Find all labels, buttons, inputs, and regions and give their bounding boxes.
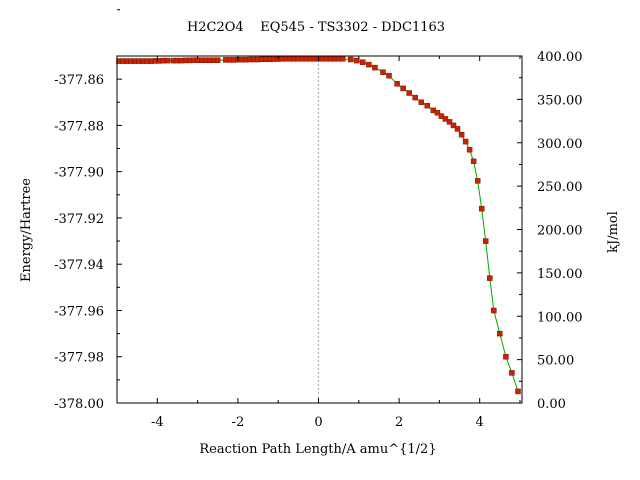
data-point xyxy=(450,122,457,129)
y2-tick-label: 400.00 xyxy=(537,50,583,65)
y-tick-label: -377.86 xyxy=(54,73,104,88)
y2-tick-label: 50.00 xyxy=(537,354,574,369)
y2-tick-label: 250.00 xyxy=(537,180,583,195)
data-point xyxy=(515,388,521,395)
data-point xyxy=(372,64,378,71)
x-tick-label: -2 xyxy=(232,415,245,430)
y-tick-label: -378.00 xyxy=(54,397,104,412)
data-point xyxy=(487,275,493,281)
data-point xyxy=(482,238,489,244)
data-point xyxy=(400,85,406,92)
y2-tick-label: 300.00 xyxy=(537,137,583,152)
data-point xyxy=(380,69,386,75)
data-point xyxy=(454,126,461,132)
data-point xyxy=(347,56,354,63)
chart-title: H2C2O4 EQ545 - TS3302 - DDC1163 xyxy=(187,20,445,35)
data-point xyxy=(360,59,366,65)
x-tick-label: 0 xyxy=(314,415,322,430)
data-point xyxy=(466,146,473,153)
data-point xyxy=(214,57,221,63)
data-point xyxy=(424,102,431,109)
y-axis-label: Energy/Hartree xyxy=(19,178,34,282)
data-point xyxy=(474,178,481,184)
data-point xyxy=(478,205,485,212)
data-point xyxy=(412,94,418,101)
data-point xyxy=(462,138,469,145)
y-axis-left: -377.86 -377.88 -377.90 -377.92 -377.94 -377.… xyxy=(54,9,122,412)
data-point xyxy=(386,72,392,79)
x-axis-label: Reaction Path Length/A amu^{1/2} xyxy=(199,442,436,457)
data-point xyxy=(434,109,441,116)
data-point xyxy=(458,131,465,138)
data-point xyxy=(438,113,445,119)
y2-axis-label: kJ/mol xyxy=(606,211,621,253)
data-point xyxy=(354,57,360,64)
data-point xyxy=(164,57,171,64)
data-point xyxy=(446,119,453,125)
y2-tick-label: 200.00 xyxy=(537,224,583,239)
plot-area xyxy=(116,56,521,403)
y2-tick-label: 100.00 xyxy=(537,310,583,325)
data-point xyxy=(406,90,412,96)
data-point xyxy=(491,307,497,314)
data-point xyxy=(503,353,509,360)
x-axis: -4 -2 0 2 4 xyxy=(116,56,521,430)
y-tick-label: -377.96 xyxy=(54,304,104,319)
data-point xyxy=(442,116,449,122)
y2-tick-label: 150.00 xyxy=(537,267,583,282)
y-tick-label: -377.88 xyxy=(54,119,104,134)
y-tick-label: -377.94 xyxy=(54,258,104,273)
x-tick-label: 4 xyxy=(476,415,484,430)
plot-frame xyxy=(116,55,523,404)
y-tick-label: -377.90 xyxy=(54,166,104,181)
data-point xyxy=(366,61,372,68)
data-point xyxy=(418,99,425,106)
data-point xyxy=(509,370,515,376)
data-point xyxy=(497,330,503,337)
y-tick-label: -377.92 xyxy=(54,212,104,227)
x-tick-label: -4 xyxy=(151,415,164,430)
y-tick-label: -377.98 xyxy=(54,351,104,366)
y2-tick-label: 0.00 xyxy=(537,397,566,412)
y-axis-right: 400.00 350.00 300.00 250.00 200.00 150.00 100.… xyxy=(517,50,583,412)
y2-tick-label: 350.00 xyxy=(537,93,583,108)
x-tick-label: 2 xyxy=(395,415,403,430)
data-point xyxy=(470,158,477,165)
data-point xyxy=(339,56,346,62)
data-point xyxy=(394,81,400,87)
